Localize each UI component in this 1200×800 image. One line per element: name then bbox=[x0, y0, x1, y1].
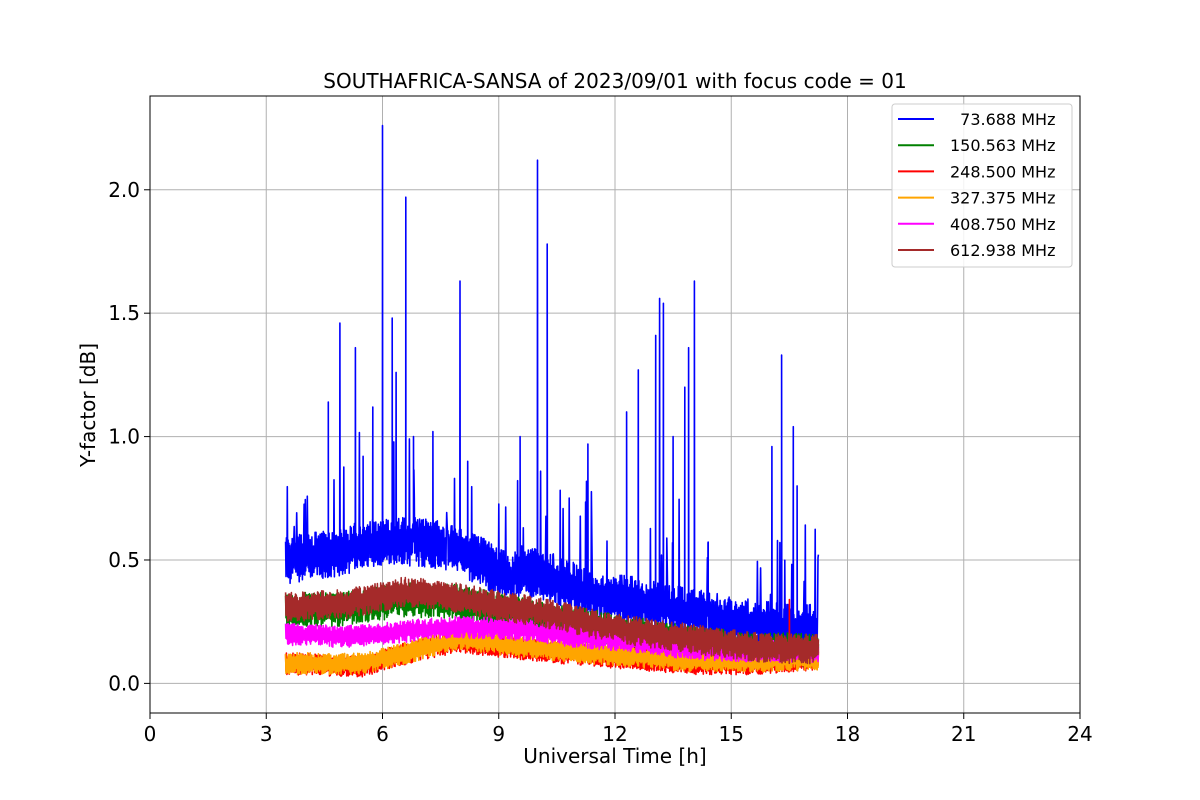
legend-label: 612.938 MHz bbox=[950, 241, 1055, 260]
x-tick-label: 18 bbox=[835, 722, 860, 746]
x-tick-label: 3 bbox=[260, 722, 273, 746]
x-tick-label: 24 bbox=[1067, 722, 1092, 746]
x-tick-label: 0 bbox=[144, 722, 157, 746]
y-tick-label: 1.5 bbox=[108, 301, 140, 325]
y-axis-label: Y-factor [dB] bbox=[76, 343, 100, 468]
x-tick-label: 12 bbox=[602, 722, 627, 746]
legend-label: 408.750 MHz bbox=[950, 215, 1055, 234]
x-tick-label: 21 bbox=[951, 722, 976, 746]
chart-title: SOUTHAFRICA-SANSA of 2023/09/01 with foc… bbox=[323, 69, 907, 93]
y-tick-label: 0.0 bbox=[108, 671, 140, 695]
x-tick-label: 15 bbox=[719, 722, 744, 746]
legend-label: 150.563 MHz bbox=[950, 136, 1055, 155]
legend-label: 327.375 MHz bbox=[950, 189, 1055, 208]
legend-box bbox=[891, 103, 1073, 268]
x-tick-label: 6 bbox=[376, 722, 389, 746]
y-axis: 0.0 0.5 1.0 1.5 2.0 bbox=[108, 178, 150, 695]
series-group bbox=[284, 124, 820, 678]
y-tick-label: 1.0 bbox=[108, 425, 140, 449]
series-line-612-938-mhz bbox=[284, 576, 820, 665]
legend-label: 73.688 MHz bbox=[950, 110, 1055, 129]
x-tick-label: 9 bbox=[492, 722, 505, 746]
y-tick-label: 2.0 bbox=[108, 178, 140, 202]
y-tick-label: 0.5 bbox=[108, 548, 140, 572]
legend-label: 248.500 MHz bbox=[950, 162, 1055, 181]
series-line-73-688-mhz bbox=[284, 124, 820, 655]
x-axis-label: Universal Time [h] bbox=[523, 744, 706, 768]
legend: 73.688 MHz 150.563 MHz 248.500 MHz 327.375 … bbox=[891, 103, 1073, 268]
x-axis: 0 3 6 9 12 15 18 21 24 bbox=[144, 713, 1093, 746]
